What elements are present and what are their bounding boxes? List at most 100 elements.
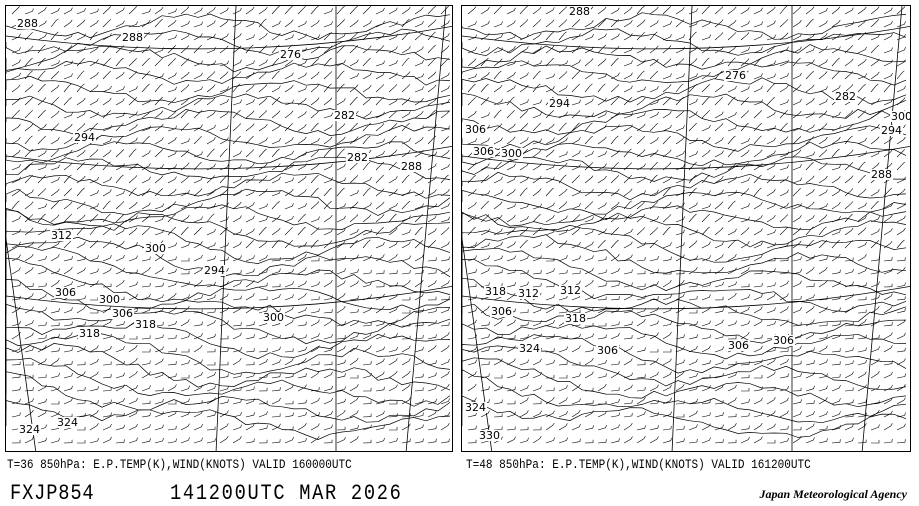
wind-barb [545, 348, 555, 353]
wind-barb [258, 269, 268, 275]
wind-barb [870, 334, 880, 340]
wind-barb [271, 359, 281, 366]
wind-barb [219, 385, 229, 392]
wind-barb [909, 169, 910, 170]
wind-barb [688, 202, 698, 210]
wind-barb [883, 371, 893, 379]
wind-barb [232, 332, 242, 340]
wind-barb [506, 319, 516, 327]
wind-barb [753, 345, 763, 353]
wind-barb [388, 270, 398, 275]
wind-barb [258, 71, 268, 80]
wind-barb [805, 47, 815, 54]
wind-barb [584, 20, 594, 28]
wind-barb [50, 333, 60, 340]
wind-barb [558, 31, 567, 41]
wind-barb [805, 319, 815, 327]
wind-barb [727, 254, 737, 262]
wind-barb [50, 322, 60, 327]
wind-barb [440, 423, 450, 431]
wind-barb [597, 383, 607, 392]
wind-barb [623, 188, 633, 197]
wind-barb [883, 384, 893, 392]
wind-barb [271, 70, 280, 80]
wind-barb [701, 149, 711, 158]
wind-barb [219, 348, 229, 353]
wind-barb [779, 32, 789, 41]
wind-barb [362, 135, 371, 145]
wind-barb [89, 84, 99, 93]
wind-barb [232, 189, 242, 197]
contour-label: 300 [262, 311, 285, 324]
wind-barb [766, 439, 776, 444]
wind-barb [870, 98, 880, 106]
wind-barb [675, 359, 685, 366]
wind-barb [37, 164, 47, 171]
wind-barb [427, 176, 437, 184]
contour-label: 288 [121, 31, 144, 44]
wind-barb [610, 57, 619, 67]
wind-barb [649, 31, 658, 41]
wind-barb [128, 437, 138, 444]
wind-barb [766, 163, 776, 171]
wind-barb [362, 111, 372, 119]
wind-barb [649, 399, 659, 405]
wind-barb [818, 438, 828, 444]
contour-label: 288 [400, 160, 423, 173]
wind-barb [258, 411, 268, 418]
wind-barb [193, 359, 203, 366]
wind-barb [336, 215, 346, 223]
wind-barb [284, 281, 294, 288]
wind-barb [883, 162, 893, 171]
wind-barb [63, 213, 73, 223]
wind-barb [675, 46, 685, 54]
wind-barb [102, 176, 112, 184]
wind-barb [467, 58, 477, 67]
wind-barb [76, 201, 86, 210]
wind-barb [310, 308, 320, 314]
wind-barb [232, 280, 242, 288]
wind-barb [766, 45, 776, 54]
wind-barb [24, 135, 33, 145]
wind-barb [401, 57, 410, 67]
wind-barb [623, 269, 633, 275]
wind-barb [896, 397, 906, 405]
wind-barb [76, 7, 86, 15]
wind-barb [63, 307, 73, 314]
wind-barb [467, 188, 477, 197]
wind-barb [76, 214, 86, 223]
wind-barb [297, 175, 307, 184]
wind-barb [115, 174, 124, 184]
wind-barb [63, 321, 73, 327]
wind-barb [870, 409, 880, 418]
wind-barb [336, 373, 346, 379]
wind-barb [362, 122, 371, 132]
wind-barb [232, 20, 242, 28]
wind-barb [401, 137, 411, 145]
wind-barb [766, 202, 776, 210]
wind-barb [519, 372, 529, 379]
wind-barb [427, 410, 437, 418]
wind-barb [831, 439, 841, 444]
wind-barb [63, 83, 72, 93]
wind-barb [258, 333, 268, 340]
wind-barb [818, 345, 828, 353]
wind-barb [909, 91, 910, 92]
wind-barb [480, 267, 490, 275]
wind-barb [297, 411, 307, 418]
wind-barb [258, 226, 267, 236]
wind-barb [792, 426, 802, 431]
wind-barb [909, 325, 910, 326]
wind-barb [89, 8, 99, 15]
wind-barb [362, 161, 371, 171]
wind-barb [675, 279, 685, 288]
wind-barb [610, 135, 619, 145]
wind-barb [792, 84, 802, 93]
wind-barb [219, 148, 228, 158]
wind-barb [675, 202, 685, 210]
wind-barb [76, 175, 86, 184]
wind-barb [388, 72, 398, 80]
wind-barb [115, 384, 125, 392]
wind-barb [727, 228, 737, 236]
wind-barb [909, 130, 910, 131]
